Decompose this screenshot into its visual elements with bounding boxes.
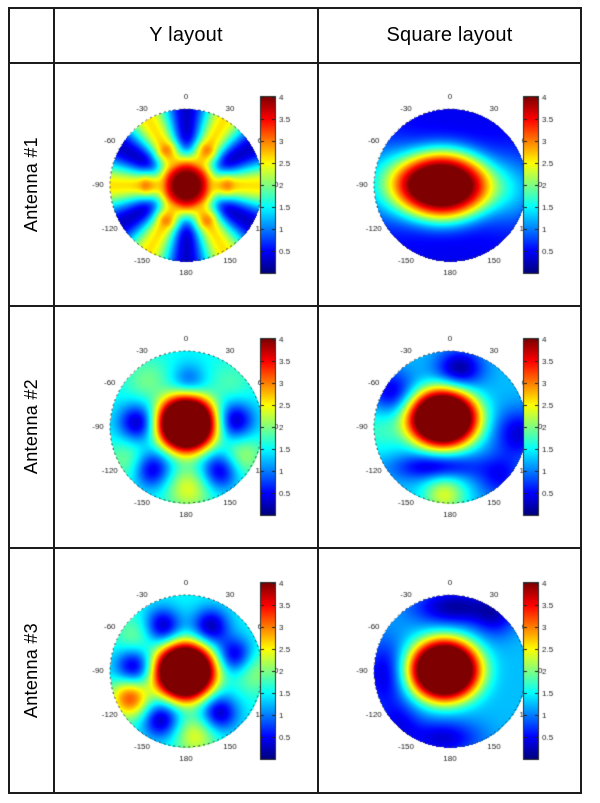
polar-heatmap-canvas-y-antenna-1 — [83, 81, 289, 288]
polar-heatmap-canvas-sq-antenna-2 — [346, 324, 553, 530]
colorbar-sq-antenna-3 — [522, 574, 568, 767]
colorbar-sq-antenna-2 — [522, 331, 568, 523]
colorbar-sq-antenna-1 — [522, 88, 568, 281]
row-header-antenna-3: Antenna #3 — [8, 547, 55, 794]
row-header-label: Antenna #3 — [21, 622, 41, 719]
plot-cell-square-antenna-2 — [317, 305, 582, 549]
plot-cell-y-antenna-1 — [53, 62, 319, 307]
colorbar-y-antenna-3 — [259, 574, 305, 767]
polar-heatmap-canvas-sq-antenna-3 — [346, 567, 553, 774]
column-header-y-layout: Y layout — [53, 7, 319, 64]
row-header-label: Antenna #2 — [21, 379, 41, 475]
row-header-label: Antenna #1 — [21, 136, 41, 233]
corner-cell — [8, 7, 55, 64]
row-header-antenna-1: Antenna #1 — [8, 62, 55, 307]
plot-cell-square-antenna-3 — [317, 547, 582, 794]
colorbar-y-antenna-2 — [259, 331, 305, 523]
column-header-square-layout: Square layout — [317, 7, 582, 64]
polar-heatmap-canvas-sq-antenna-1 — [346, 81, 553, 288]
polar-heatmap-canvas-y-antenna-2 — [83, 324, 289, 530]
plot-cell-y-antenna-2 — [53, 305, 319, 549]
row-header-antenna-2: Antenna #2 — [8, 305, 55, 549]
colorbar-y-antenna-1 — [259, 88, 305, 281]
plot-cell-y-antenna-3 — [53, 547, 319, 794]
comparison-table: Y layout Square layout Antenna #1 Antenn… — [8, 7, 582, 794]
polar-heatmap-canvas-y-antenna-3 — [83, 567, 289, 774]
plot-cell-square-antenna-1 — [317, 62, 582, 307]
